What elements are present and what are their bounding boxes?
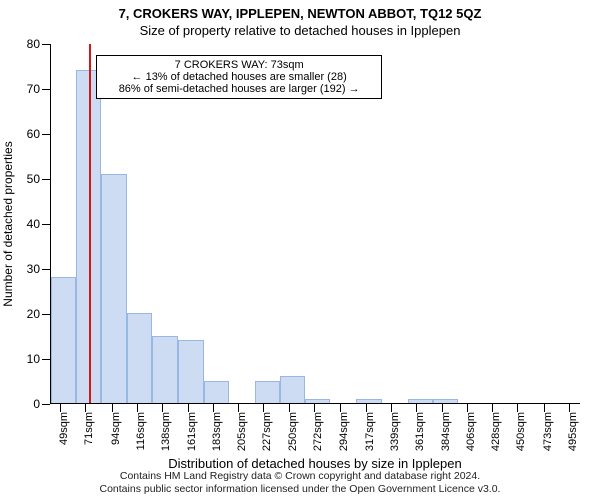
y-axis-label: Number of detached properties [1,44,15,404]
bar [204,381,229,404]
x-tick-label: 272sqm [312,412,324,451]
bar [152,336,177,404]
y-tick-label: 20 [27,307,40,321]
y-tick [42,44,50,45]
x-tick [517,404,518,412]
y-tick-label: 60 [27,127,40,141]
x-tick-label: 384sqm [440,412,452,451]
annotation-line2: ← 13% of detached houses are smaller (28… [103,71,375,83]
x-tick-label: 406sqm [465,412,477,451]
x-tick [112,404,113,412]
x-tick [137,404,138,412]
y-tick-label: 70 [27,82,40,96]
x-tick [263,404,264,412]
y-tick-label: 40 [27,217,40,231]
bar [178,340,204,403]
y-tick [42,89,50,90]
x-tick [544,404,545,412]
x-tick-label: 71sqm [83,412,95,445]
chart-title-line2: Size of property relative to detached ho… [0,21,600,38]
x-tick-label: 116sqm [135,412,147,450]
plot-region: 7 CROKERS WAY: 73sqm ← 13% of detached h… [50,44,580,404]
chart-title-line1: 7, CROKERS WAY, IPPLEPEN, NEWTON ABBOT, … [0,0,600,21]
x-tick-label: 138sqm [160,412,172,451]
x-tick-label: 339sqm [389,412,401,451]
x-tick-label: 161sqm [186,412,198,451]
y-tick [42,134,50,135]
annotation-line3: 86% of semi-detached houses are larger (… [103,83,375,95]
x-tick [492,404,493,412]
x-tick-label: 183sqm [211,412,223,451]
y-tick [42,314,50,315]
x-tick [162,404,163,412]
bar [305,399,330,404]
x-tick-label: 49sqm [58,412,70,445]
x-tick [366,404,367,412]
y-tick-label: 10 [27,352,40,366]
x-tick [238,404,239,412]
x-tick [289,404,290,412]
y-tick-label: 80 [27,37,40,51]
bar [408,399,433,404]
y-tick [42,404,50,405]
bar [51,277,76,403]
bar [433,399,458,404]
x-tick-label: 317sqm [364,412,376,451]
bar [101,174,127,404]
x-tick-label: 450sqm [515,412,527,451]
bar [280,376,305,403]
x-tick [314,404,315,412]
y-tick [42,359,50,360]
chart-container: 7, CROKERS WAY, IPPLEPEN, NEWTON ABBOT, … [0,0,600,500]
x-tick-label: 250sqm [287,412,299,451]
x-tick [569,404,570,412]
x-tick-label: 428sqm [490,412,502,451]
x-tick [213,404,214,412]
x-tick [416,404,417,412]
plot-area: 7 CROKERS WAY: 73sqm ← 13% of detached h… [50,44,580,404]
annotation-box: 7 CROKERS WAY: 73sqm ← 13% of detached h… [96,55,382,99]
y-tick-label: 50 [27,172,40,186]
y-tick [42,269,50,270]
x-tick [188,404,189,412]
license-line2: Contains public sector information licen… [0,483,600,496]
x-tick-label: 294sqm [338,412,350,451]
x-tick [467,404,468,412]
bar [356,399,381,404]
annotation-line1: 7 CROKERS WAY: 73sqm [103,59,375,71]
y-tick [42,224,50,225]
y-tick-label: 0 [33,397,40,411]
license-footer: Contains HM Land Registry data © Crown c… [0,470,600,496]
x-tick-label: 94sqm [110,412,122,445]
y-tick-label: 30 [27,262,40,276]
x-tick [442,404,443,412]
x-tick-label: 473sqm [542,412,554,451]
x-tick-label: 495sqm [567,412,579,451]
x-tick [340,404,341,412]
license-line1: Contains HM Land Registry data © Crown c… [0,470,600,483]
x-tick-label: 205sqm [236,412,248,451]
bar [127,313,152,403]
x-tick-label: 227sqm [261,412,273,451]
reference-line [89,44,91,403]
x-tick [85,404,86,412]
bar [255,381,280,404]
x-tick-label: 361sqm [414,412,426,451]
y-tick [42,179,50,180]
x-axis-label: Distribution of detached houses by size … [50,456,580,471]
x-tick [391,404,392,412]
x-tick [60,404,61,412]
